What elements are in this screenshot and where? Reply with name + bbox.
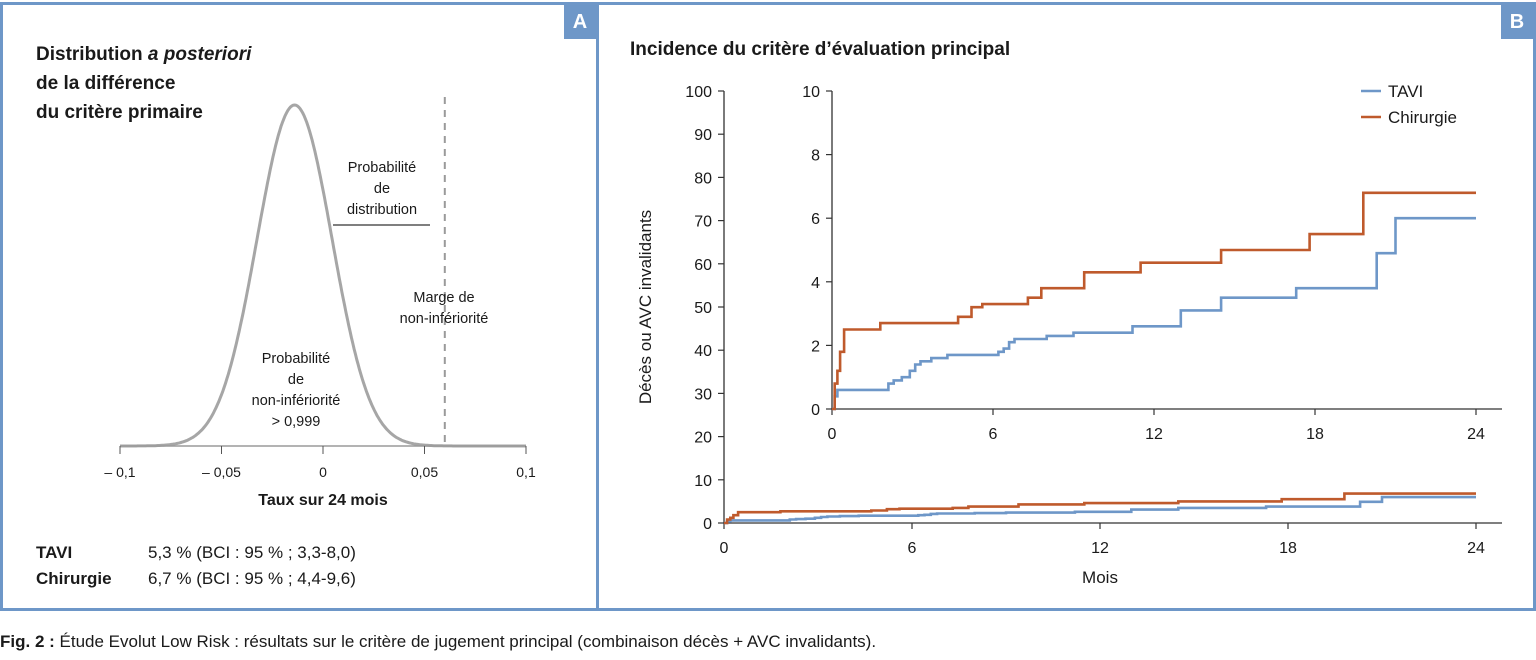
x-tick-label: 0 bbox=[720, 540, 729, 557]
inset-y-tick-label: 0 bbox=[811, 402, 820, 419]
inset-series-chirurgie bbox=[832, 191, 1476, 411]
inset-x-tick-label: 0 bbox=[828, 426, 837, 443]
x-tick-label: 12 bbox=[1091, 540, 1109, 557]
y-tick-label: 50 bbox=[694, 300, 712, 317]
annotation-line: Probabilité bbox=[262, 351, 331, 367]
legend-label-tavi: TAVI bbox=[1388, 82, 1423, 101]
panel-a-title-line1: Distribution bbox=[36, 44, 148, 65]
y-axis-title: Décès ou AVC invalidants bbox=[636, 210, 655, 404]
main-series-tavi bbox=[724, 495, 1476, 525]
stats-value-tavi: 5,3 % (BCI : 95 % ; 3,3-8,0) bbox=[148, 543, 356, 562]
inset-x-tick-label: 18 bbox=[1306, 426, 1324, 443]
annotation-line: non-infériorité bbox=[252, 393, 341, 409]
inset-x-tick-label: 24 bbox=[1467, 426, 1485, 443]
panel-a-title-line2: de la différence bbox=[36, 73, 176, 94]
x-tick-label: 18 bbox=[1279, 540, 1297, 557]
x-tick-label: 0 bbox=[319, 464, 327, 480]
panel-a-title-line3: du critère primaire bbox=[36, 102, 203, 123]
y-tick-label: 70 bbox=[694, 214, 712, 231]
y-tick-label: 40 bbox=[694, 343, 712, 360]
annotation-line: non-infériorité bbox=[400, 311, 489, 327]
stats-value-chirurgie: 6,7 % (BCI : 95 % ; 4,4-9,6) bbox=[148, 569, 356, 588]
caption-text: Étude Evolut Low Risk : résultats sur le… bbox=[54, 632, 877, 651]
figure-caption: Fig. 2 : Étude Evolut Low Risk : résulta… bbox=[0, 632, 876, 652]
inset-x-tick-label: 12 bbox=[1145, 426, 1163, 443]
panel-a: A Distribution a posteriori de la différ… bbox=[0, 2, 599, 611]
inset-y-tick-label: 4 bbox=[811, 275, 820, 292]
inset-y-tick-label: 10 bbox=[802, 84, 820, 101]
panel-a-title-italic: a posteriori bbox=[147, 44, 252, 65]
x-tick-label: 0,05 bbox=[411, 464, 438, 480]
y-tick-label: 20 bbox=[694, 430, 712, 447]
stats-label-chirurgie: Chirurgie bbox=[36, 569, 112, 588]
x-tick-label: 6 bbox=[908, 540, 917, 557]
annotation-line: Marge de bbox=[413, 290, 474, 306]
annotation-line: de bbox=[374, 181, 390, 197]
annotation-line: distribution bbox=[347, 202, 417, 218]
annotation-line: > 0,999 bbox=[272, 414, 321, 430]
inset-y-tick-label: 6 bbox=[811, 211, 820, 228]
distribution-chart: – 0,1 – 0,05 0 0,05 0,1 Taux sur 24 mois Proba… bbox=[104, 97, 536, 509]
x-tick-label: 0,1 bbox=[516, 464, 536, 480]
annotation-line: Probabilité bbox=[348, 160, 417, 176]
panel-badge-a: A bbox=[564, 5, 596, 39]
inset-y-tick-label: 2 bbox=[811, 338, 820, 355]
panel-badge-b: B bbox=[1501, 5, 1533, 39]
y-tick-label: 80 bbox=[694, 170, 712, 187]
x-tick-label: – 0,05 bbox=[202, 464, 241, 480]
y-tick-label: 100 bbox=[685, 84, 712, 101]
panel-a-title: Distribution a posteriori de la différen… bbox=[36, 40, 356, 127]
x-tick-label: 24 bbox=[1467, 540, 1485, 557]
panel-b-title: Incidence du critère d’évaluation princi… bbox=[630, 39, 1011, 60]
x-axis-title: Taux sur 24 mois bbox=[258, 492, 388, 509]
annotation-prob-noninferiority: Probabilité de non-infériorité > 0,999 bbox=[252, 351, 341, 430]
y-tick-label: 60 bbox=[694, 257, 712, 274]
y-tick-label: 90 bbox=[694, 127, 712, 144]
x-axis-title: Mois bbox=[1082, 568, 1118, 587]
x-tick-label: – 0,1 bbox=[104, 464, 135, 480]
y-tick-label: 30 bbox=[694, 386, 712, 403]
y-tick-label: 0 bbox=[703, 516, 712, 533]
inset-x-tick-label: 6 bbox=[989, 426, 998, 443]
annotation-prob-distribution: Probabilité de distribution bbox=[347, 160, 417, 218]
annotation-margin: Marge de non-infériorité bbox=[400, 290, 489, 327]
annotation-line: de bbox=[288, 372, 304, 388]
caption-label: Fig. 2 : bbox=[0, 632, 55, 651]
legend-label-chirurgie: Chirurgie bbox=[1388, 108, 1457, 127]
stats-label-tavi: TAVI bbox=[36, 543, 73, 562]
inset-y-tick-label: 8 bbox=[811, 148, 820, 165]
panel-b: B Incidence du critère d’évaluation prin… bbox=[596, 2, 1536, 611]
inset-series-tavi bbox=[832, 216, 1476, 411]
y-tick-label: 10 bbox=[694, 473, 712, 490]
main-series-chirurgie bbox=[724, 492, 1476, 525]
